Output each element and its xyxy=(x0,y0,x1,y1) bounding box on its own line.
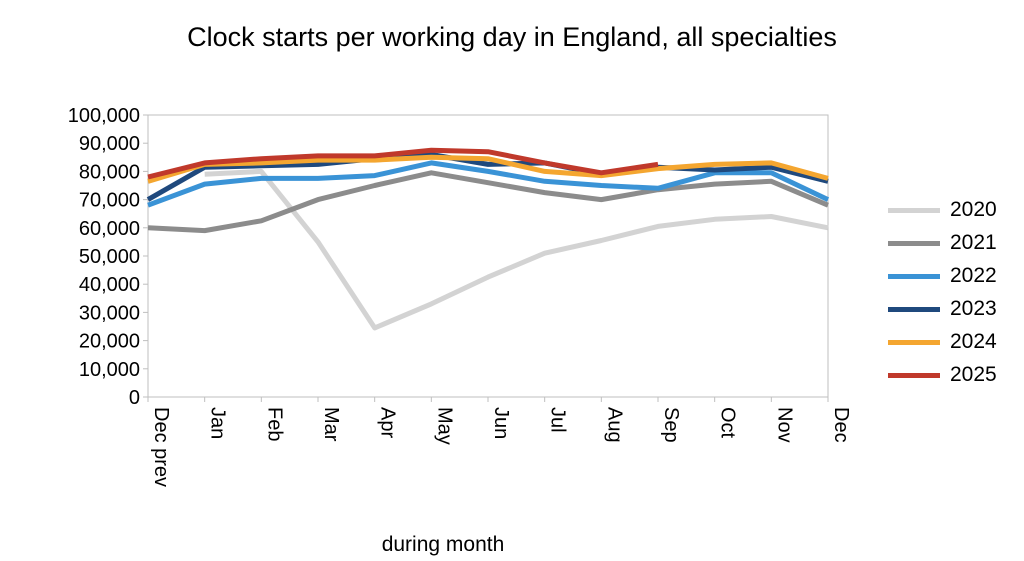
legend-swatch xyxy=(888,273,940,279)
y-tick-label: 10,000 xyxy=(79,359,140,381)
x-tick-label: Mar xyxy=(320,407,342,442)
series-line-2022 xyxy=(147,160,830,208)
legend-item-2023: 2023 xyxy=(888,295,997,323)
x-tick-label: Sep xyxy=(660,407,682,443)
x-axis-label: during month xyxy=(381,533,505,556)
x-tick-label: Oct xyxy=(717,407,739,439)
y-tick-label: 80,000 xyxy=(79,161,140,183)
series-line-2023 xyxy=(146,152,829,202)
x-tick-label: Apr xyxy=(377,407,399,438)
y-tick-label: 60,000 xyxy=(79,218,140,240)
legend-label: 2020 xyxy=(950,198,997,221)
x-tick-label: Jul xyxy=(547,407,569,433)
y-tick-label: 0 xyxy=(129,387,140,409)
legend-item-2022: 2022 xyxy=(888,262,997,290)
legend-label: 2021 xyxy=(950,231,997,254)
legend-swatch xyxy=(888,339,940,345)
x-tick-label: Dec xyxy=(830,407,852,443)
x-tick-label: Aug xyxy=(603,407,625,443)
x-tick-label: Nov xyxy=(773,407,795,443)
series-line-2021 xyxy=(147,170,829,234)
legend-label: 2025 xyxy=(950,363,997,386)
series-line-2024 xyxy=(147,154,829,184)
y-tick-label: 70,000 xyxy=(79,190,140,212)
y-tick-label: 100,000 xyxy=(68,105,140,127)
x-tick-label: May xyxy=(433,407,455,445)
x-tick-label: Dec prev xyxy=(150,407,172,487)
y-tick-label: 20,000 xyxy=(79,331,140,353)
y-axis: 0 10,000 20,000 30,000 40,000 50,000 60,000 70,… xyxy=(68,105,148,409)
legend-swatch xyxy=(888,240,940,246)
legend-label: 2022 xyxy=(950,264,997,287)
legend-item-2025: 2025 xyxy=(888,361,997,389)
legend-item-2024: 2024 xyxy=(888,328,997,356)
y-tick-label: 40,000 xyxy=(79,274,140,296)
legend-item-2020: 2020 xyxy=(888,196,997,224)
legend-swatch xyxy=(888,306,940,312)
legend-item-2021: 2021 xyxy=(888,229,997,257)
legend-swatch xyxy=(888,207,940,213)
y-tick-label: 90,000 xyxy=(79,133,140,155)
legend-swatch xyxy=(888,372,940,378)
legend-label: 2024 xyxy=(950,330,997,353)
series-lines xyxy=(146,147,830,331)
chart-title: Clock starts per working day in England,… xyxy=(187,22,837,52)
y-tick-label: 30,000 xyxy=(79,302,140,324)
x-tick-label: Jun xyxy=(490,407,512,439)
series-line-2025 xyxy=(147,147,659,180)
legend-label: 2023 xyxy=(950,297,997,320)
x-axis: Dec prev Jan Feb Mar Apr May Jun Jul Aug Sep Oct No… xyxy=(147,397,852,487)
series-line-2020 xyxy=(204,168,829,331)
x-tick-label: Feb xyxy=(263,407,285,441)
y-tick-label: 50,000 xyxy=(79,246,140,268)
x-tick-label: Jan xyxy=(207,407,229,439)
